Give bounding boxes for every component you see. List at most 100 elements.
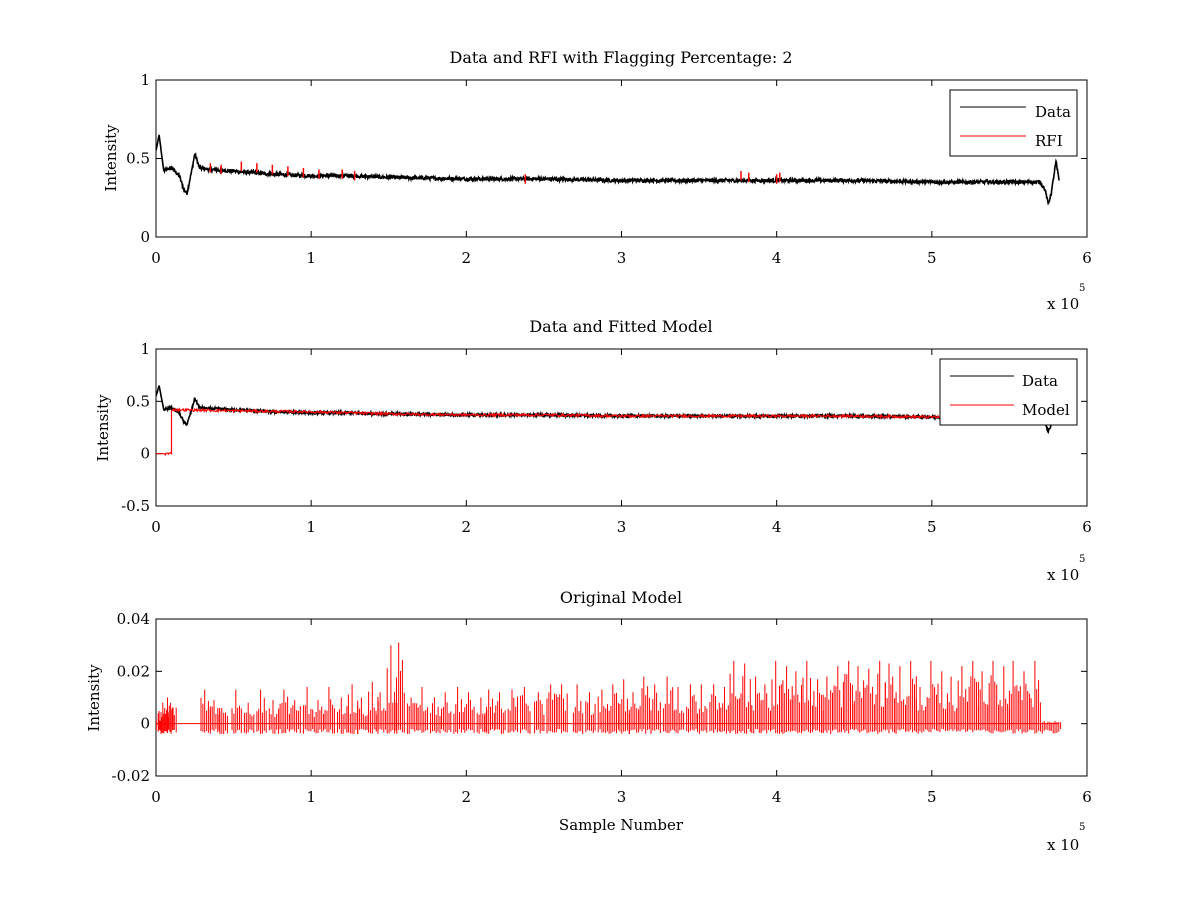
subplot-2-legend-box bbox=[939, 358, 1078, 426]
model-spike bbox=[302, 687, 314, 734]
subplot-3-axes-box bbox=[155, 618, 1088, 777]
y-tick-label: 0.5 bbox=[126, 150, 150, 168]
x-tick-label: 6 bbox=[1082, 788, 1092, 806]
model-spike bbox=[906, 660, 917, 733]
subplot-2: Data and Fitted Model 0 1 2 3 4 5 6-0.500.51 I… bbox=[94, 317, 1092, 584]
x-tick-label: 6 bbox=[1082, 249, 1092, 267]
subplot-2-ticks: 0 1 2 3 4 5 6-0.500.51 bbox=[121, 340, 1092, 536]
model-spike bbox=[158, 702, 169, 734]
x-tick-label: 3 bbox=[617, 788, 627, 806]
model-spike bbox=[639, 676, 650, 734]
y-tick-label: 0.5 bbox=[126, 392, 150, 410]
model-spike bbox=[1050, 721, 1062, 734]
model-spike bbox=[572, 684, 584, 734]
x-tick-label: 2 bbox=[462, 788, 472, 806]
model-spike bbox=[729, 660, 740, 734]
model-spike bbox=[453, 687, 464, 734]
model-spike bbox=[417, 687, 428, 733]
model-spike bbox=[686, 684, 697, 733]
model-spike bbox=[279, 689, 290, 734]
x-tick-label: 5 bbox=[927, 249, 937, 267]
model-spike bbox=[163, 697, 174, 734]
x-tick-label: 3 bbox=[617, 249, 627, 267]
subplot-3-lines bbox=[156, 642, 1062, 735]
model-spike bbox=[243, 702, 255, 734]
model-spike bbox=[926, 660, 937, 733]
model-spike bbox=[720, 687, 731, 734]
model-spike bbox=[895, 666, 906, 734]
subplot-2-legend-label-model: Model bbox=[1022, 401, 1070, 419]
model-spike bbox=[256, 689, 267, 735]
model-spike bbox=[619, 679, 630, 734]
model-spike bbox=[394, 642, 405, 734]
subplot-2-axes-box bbox=[155, 348, 1088, 507]
x-tick-label: 2 bbox=[462, 249, 472, 267]
x-tick-label: 4 bbox=[772, 788, 782, 806]
model-spike bbox=[507, 689, 518, 733]
model-spike bbox=[534, 692, 545, 734]
subplot-1-title: Data and RFI with Flagging Percentage: 2 bbox=[449, 48, 792, 67]
model-spike bbox=[337, 697, 348, 734]
model-spike bbox=[782, 666, 793, 734]
subplot-2-legend: Data Model bbox=[939, 358, 1078, 426]
subplot-1-legend: Data RFI bbox=[949, 89, 1078, 157]
subplot-2-x-multiplier: x 10 bbox=[1047, 566, 1079, 584]
model-spike bbox=[957, 666, 968, 733]
model-spike bbox=[822, 676, 833, 735]
model-spike bbox=[324, 687, 335, 734]
x-tick-label: 0 bbox=[151, 788, 161, 806]
x-tick-label: 0 bbox=[151, 518, 161, 536]
model-spike bbox=[546, 684, 557, 734]
model-spike bbox=[791, 671, 802, 734]
model-spike bbox=[1040, 721, 1051, 734]
y-tick-label: 1 bbox=[140, 71, 150, 89]
y-tick-label: 0 bbox=[140, 228, 150, 246]
subplot-2-title: Data and Fitted Model bbox=[529, 317, 712, 336]
model-spike bbox=[495, 692, 506, 734]
subplot-1-legend-label-data: Data bbox=[1035, 103, 1071, 121]
model-spike bbox=[740, 663, 751, 734]
model-spike bbox=[875, 660, 886, 734]
model-spike bbox=[520, 687, 531, 734]
model-spike bbox=[988, 660, 1000, 734]
model-spike bbox=[166, 702, 177, 733]
model-spike bbox=[430, 697, 441, 734]
model-spike bbox=[464, 692, 475, 733]
y-tick-label: 0 bbox=[140, 715, 150, 733]
model-spike bbox=[853, 666, 865, 733]
y-tick-label: -0.02 bbox=[112, 767, 150, 785]
x-tick-label: 5 bbox=[927, 518, 937, 536]
x-tick-label: 6 bbox=[1082, 518, 1092, 536]
subplot-1: Data and RFI with Flagging Percentage: 2… bbox=[102, 48, 1092, 313]
model-spike bbox=[999, 666, 1010, 733]
model-spike bbox=[802, 660, 813, 733]
model-spike bbox=[977, 671, 989, 732]
model-spike bbox=[833, 666, 844, 733]
model-spike bbox=[968, 660, 979, 733]
subplot-2-ylabel: Intensity bbox=[94, 394, 112, 462]
model-spike bbox=[673, 687, 685, 734]
model-spike bbox=[200, 689, 211, 733]
model-spike bbox=[268, 700, 280, 734]
model-spike bbox=[406, 697, 418, 734]
x-tick-label: 5 bbox=[927, 788, 937, 806]
model-spike bbox=[313, 700, 325, 734]
x-tick-label: 3 bbox=[617, 518, 627, 536]
x-tick-label: 4 bbox=[772, 249, 782, 267]
model-spike bbox=[585, 692, 596, 733]
x-tick-label: 1 bbox=[306, 249, 316, 267]
subplot-1-lines bbox=[156, 134, 1060, 206]
subplot-1-legend-box bbox=[949, 89, 1078, 157]
model-spike bbox=[347, 684, 359, 734]
plot-area bbox=[156, 134, 1060, 206]
model-spike bbox=[650, 684, 661, 734]
x-tick-label: 0 bbox=[151, 249, 161, 267]
subplot-1-axes-box bbox=[155, 79, 1088, 238]
model-spike bbox=[1008, 660, 1020, 734]
model-spike bbox=[386, 645, 397, 734]
model-spike bbox=[697, 684, 708, 734]
model-spike bbox=[760, 684, 771, 734]
